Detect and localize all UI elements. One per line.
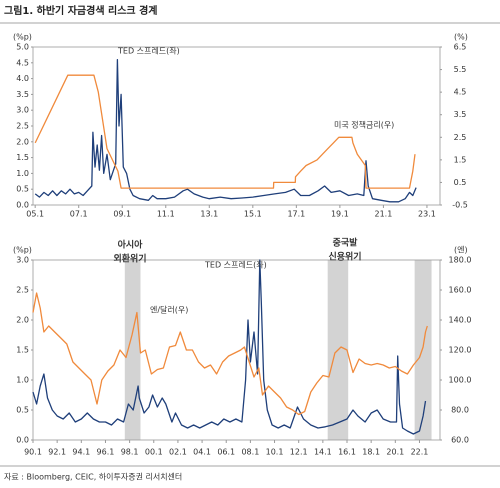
annotation: 외환위기 <box>113 253 146 265</box>
series-line <box>34 74 416 189</box>
series-label: TED 스프레드(좌) <box>204 261 267 270</box>
y2-tick-label: 60.0 <box>451 436 469 445</box>
shaded-period <box>414 260 432 440</box>
x-tick-label: 96.1 <box>97 448 115 457</box>
x-tick-label: 05.1 <box>26 210 44 219</box>
x-tick-label: 17.1 <box>287 210 305 219</box>
y2-tick-label: 80.0 <box>451 406 469 415</box>
series-label: TED 스프레드(좌) <box>117 47 180 56</box>
x-tick-label: 20.1 <box>386 448 404 457</box>
y-tick-label: 2.5 <box>16 122 29 131</box>
x-tick-label: 18.1 <box>362 448 380 457</box>
y-tick-label: 0.0 <box>16 436 29 445</box>
figure-title: 그림1. 하반기 자금경색 리스크 경계 <box>4 4 157 17</box>
x-tick-label: 09.1 <box>113 210 131 219</box>
y-tick-label: 2.0 <box>16 316 29 325</box>
x-tick-label: 90.1 <box>24 448 42 457</box>
series-label: 미국 정책금리(우) <box>334 120 394 130</box>
y-tick-label: 4.0 <box>16 74 29 83</box>
x-tick-label: 10.1 <box>266 448 284 457</box>
y2-unit: (%) <box>454 33 468 42</box>
y2-tick-label: 1.5 <box>454 155 467 164</box>
y-tick-label: 3.0 <box>16 256 29 265</box>
y2-tick-label: 5.5 <box>454 65 467 74</box>
y2-tick-label: 120.0 <box>449 346 472 355</box>
x-tick-label: 14.1 <box>314 448 332 457</box>
x-tick-label: 19.1 <box>331 210 349 219</box>
y2-tick-label: 160.0 <box>449 286 472 295</box>
x-tick-label: 94.1 <box>72 448 90 457</box>
y2-tick-label: 140.0 <box>449 316 472 325</box>
source: 자료 : Bloomberg, CEIC, 하이투자증권 리서치센터 <box>4 472 182 482</box>
y-tick-label: 3.5 <box>16 90 29 99</box>
y2-tick-label: 0.5 <box>454 178 467 187</box>
x-tick-label: 16.1 <box>338 448 356 457</box>
x-tick-label: 92.1 <box>48 448 66 457</box>
y2-tick-label: 4.5 <box>454 88 467 97</box>
annotation: 신용위기 <box>328 251 361 263</box>
y-tick-label: 2.5 <box>16 286 29 295</box>
y-tick-label: 4.5 <box>16 58 29 67</box>
y-unit: (%p) <box>13 33 32 42</box>
y-tick-label: 0.0 <box>16 201 29 210</box>
x-tick-label: 11.1 <box>157 210 175 219</box>
x-tick-label: 04.1 <box>193 448 211 457</box>
x-tick-label: 13.1 <box>200 210 218 219</box>
y-tick-label: 0.5 <box>16 185 29 194</box>
x-tick-label: 00.1 <box>145 448 163 457</box>
y-tick-label: 1.0 <box>16 169 29 178</box>
y2-unit: (엔) <box>454 245 468 255</box>
x-tick-label: 08.1 <box>241 448 259 457</box>
x-tick-label: 12.1 <box>290 448 308 457</box>
x-tick-label: 23.1 <box>418 210 436 219</box>
y-tick-label: 2.0 <box>16 137 29 146</box>
x-tick-label: 02.1 <box>169 448 187 457</box>
y2-tick-label: -0.5 <box>452 201 468 210</box>
x-tick-label: 06.1 <box>217 448 235 457</box>
series-line <box>32 259 427 435</box>
y2-tick-label: 2.5 <box>454 133 467 142</box>
x-tick-label: 98.1 <box>121 448 139 457</box>
y2-tick-label: 100.0 <box>449 376 472 385</box>
annotation: 아시아 <box>118 239 144 251</box>
y-unit: (%p) <box>13 246 32 255</box>
y-tick-label: 1.5 <box>16 153 29 162</box>
y2-tick-label: 180.0 <box>449 256 472 265</box>
annotation: 중국발 <box>333 237 359 249</box>
x-tick-label: 15.1 <box>244 210 262 219</box>
y-tick-label: 0.5 <box>16 406 29 415</box>
shaded-period <box>124 260 141 440</box>
y2-tick-label: 3.5 <box>454 110 467 119</box>
series-label: 엔/달러(우) <box>150 305 188 315</box>
y-tick-label: 5.0 <box>16 43 29 52</box>
y-tick-label: 1.5 <box>16 346 29 355</box>
y-tick-label: 1.0 <box>16 376 29 385</box>
x-tick-label: 07.1 <box>70 210 88 219</box>
series-line <box>34 58 417 203</box>
x-tick-label: 22.1 <box>411 448 429 457</box>
y2-tick-label: 6.5 <box>454 43 467 52</box>
x-tick-label: 21.1 <box>375 210 393 219</box>
y-tick-label: 3.0 <box>16 106 29 115</box>
series-line <box>32 292 428 416</box>
